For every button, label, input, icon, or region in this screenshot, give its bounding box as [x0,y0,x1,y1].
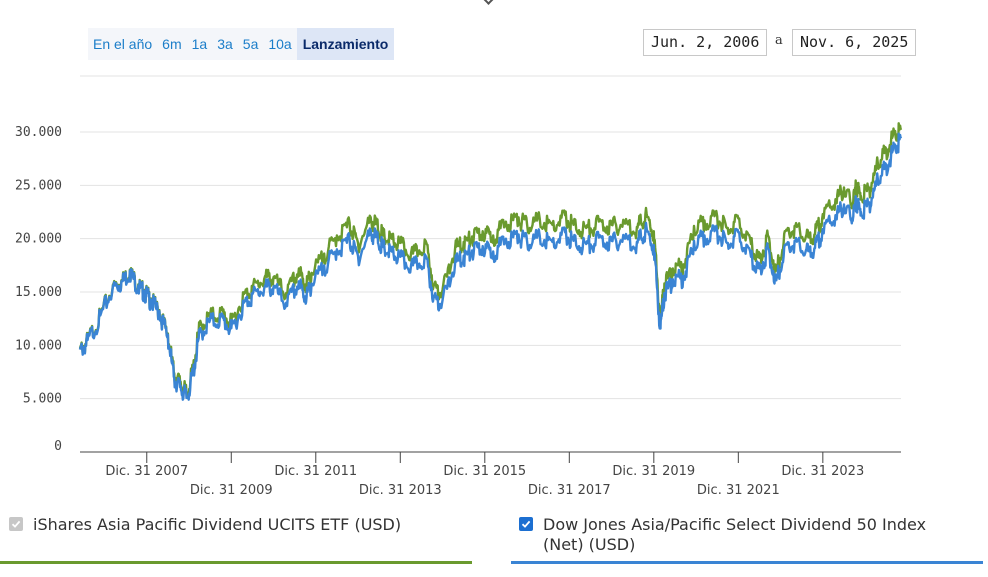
range-button-4[interactable]: 5a [242,36,259,52]
etf-checkbox[interactable] [9,517,23,531]
legend-item-etf[interactable]: iShares Asia Pacific Dividend UCITS ETF … [9,515,401,534]
range-button-1[interactable]: 6m [162,36,182,52]
x-tick-label: Dic. 31 2007 [105,464,188,479]
index-checkbox[interactable] [519,517,533,531]
legend-underline-index [511,561,983,564]
x-tick-label: Dic. 31 2021 [697,483,780,498]
y-tick-label: 25.000 [15,178,62,193]
y-tick-label: 5.000 [23,392,62,407]
x-tick-label: Dic. 31 2017 [528,483,611,498]
x-tick-label: Dic. 31 2023 [781,464,864,479]
y-tick-label: 10.000 [15,338,62,353]
start-date-field[interactable]: Jun. 2, 2006 [643,29,768,56]
x-tick-label: Dic. 31 2019 [612,464,695,479]
legend-item-index[interactable]: Dow Jones Asia/Pacific Select Dividend 5… [519,515,959,555]
legend-underline-etf [0,561,472,564]
date-range-separator: a [775,33,783,48]
range-button-6[interactable]: Lanzamiento [296,28,395,60]
y-tick-label: 0 [54,439,62,454]
y-tick-label: 20.000 [15,232,62,247]
x-tick-label: Dic. 31 2009 [190,483,273,498]
series-line-etf [78,132,903,401]
y-tick-label: 30.000 [15,125,62,140]
range-button-5[interactable]: 10a [268,36,292,52]
range-button-3[interactable]: 3a [217,36,233,52]
x-tick-label: Dic. 31 2011 [274,464,357,479]
series-line-index [78,122,903,397]
x-tick-label: Dic. 31 2013 [359,483,442,498]
range-button-2[interactable]: 1a [191,36,208,52]
legend-label-index: Dow Jones Asia/Pacific Select Dividend 5… [543,515,927,554]
legend-label-etf: iShares Asia Pacific Dividend UCITS ETF … [33,515,402,534]
end-date-field[interactable]: Nov. 6, 2025 [792,29,917,56]
time-range-selector: En el año 6m 1a 3a 5a 10a Lanzamiento [88,28,395,60]
y-tick-label: 15.000 [15,285,62,300]
x-tick-label: Dic. 31 2015 [443,464,526,479]
range-button-0[interactable]: En el año [93,36,153,52]
